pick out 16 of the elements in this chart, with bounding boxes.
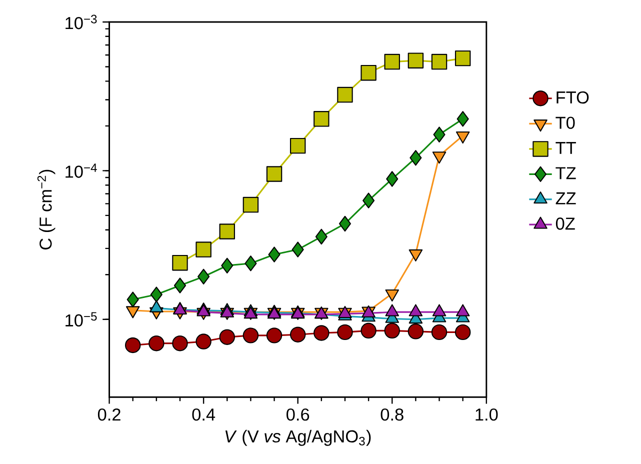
x-tick-label: 1.0 <box>476 408 498 421</box>
legend-label: T0 <box>556 116 575 130</box>
legend-label: TZ <box>556 167 576 180</box>
x-tick-label: 0.8 <box>380 408 404 421</box>
legend-label: FTO <box>556 91 589 104</box>
legend-label: ZZ <box>556 192 576 204</box>
y-tick-label: 10$^{−4}$ <box>66 164 97 178</box>
legend-label: TT <box>556 142 576 154</box>
x-axis-title: V (V vs Ag/AgNO$_{3}$) <box>225 430 371 446</box>
y-tick-label: 10$^{−3}$ <box>66 14 97 30</box>
x-tick-label: 0.4 <box>192 408 216 421</box>
y-axis-title: C (F cm$^{−2}$) <box>37 170 56 250</box>
x-tick-label: 0.6 <box>286 408 310 421</box>
y-tick-label: 10$^{−5}$ <box>66 312 97 327</box>
x-tick-label: 0.2 <box>98 408 120 421</box>
legend-label: 0Z <box>556 218 575 230</box>
